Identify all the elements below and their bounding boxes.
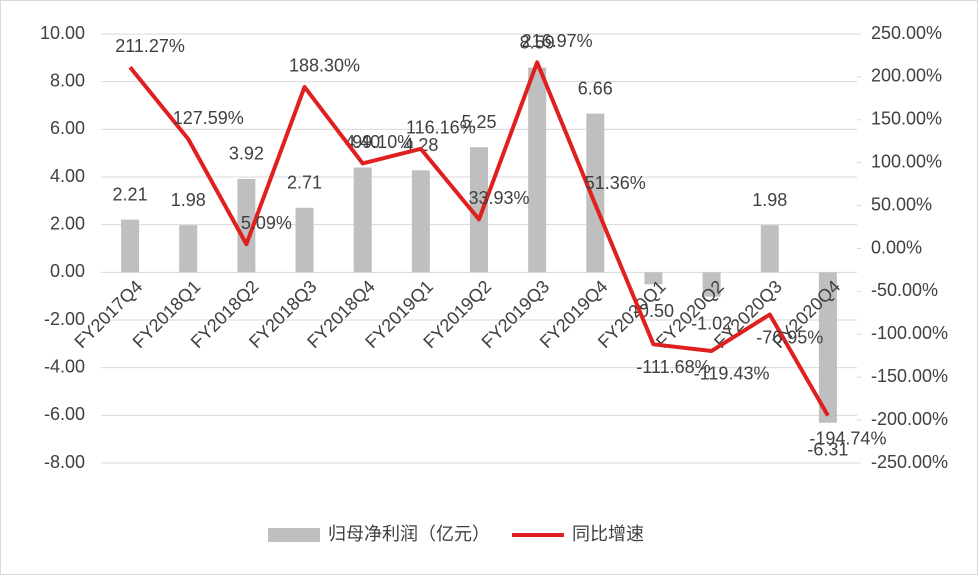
y2-tick-label: 150.00% xyxy=(871,109,942,129)
line-value-label: 33.93% xyxy=(468,188,529,208)
legend-label: 同比增速 xyxy=(572,524,644,544)
bar xyxy=(528,67,547,273)
line-value-label: 99.10% xyxy=(352,132,413,152)
y-tick-label: -4.00 xyxy=(44,356,85,376)
bar xyxy=(411,170,430,273)
bar-value-label: 1.98 xyxy=(171,190,206,210)
bar-value-label: 1.98 xyxy=(752,190,787,210)
bar-value-label: 4.40 xyxy=(345,132,380,152)
y2-tick-label: 50.00% xyxy=(871,194,932,214)
bar-value-label: -1.02 xyxy=(691,313,732,333)
bar xyxy=(470,147,488,273)
line-value-label: 216.97% xyxy=(522,31,593,51)
y2-tick-label: 0.00% xyxy=(871,237,922,257)
y-tick-label: -6.00 xyxy=(44,404,85,424)
bar-value-label: 8.59 xyxy=(520,32,555,52)
bar xyxy=(237,178,256,273)
bar-value-label: 2.71 xyxy=(287,172,322,192)
bar xyxy=(818,272,837,423)
bar xyxy=(295,207,314,273)
bar xyxy=(644,272,663,285)
bar xyxy=(179,225,198,273)
line-value-label: -119.43% xyxy=(694,364,770,384)
y2-tick-label: -200.00% xyxy=(871,409,948,429)
line-value-label: 116.16% xyxy=(406,118,476,138)
y2-tick-label: 250.00% xyxy=(871,23,942,43)
line-value-label: 5.09% xyxy=(241,213,292,233)
line-value-label: -194.74% xyxy=(809,428,886,448)
bar-value-label: -6.31 xyxy=(807,439,848,459)
y-tick-label: -2.00 xyxy=(44,309,85,329)
bar-value-label: 5.25 xyxy=(461,112,496,132)
bar xyxy=(121,219,140,273)
y-tick-label: 10.00 xyxy=(40,23,85,43)
line-value-label: 211.27% xyxy=(115,36,185,56)
y-tick-label: 6.00 xyxy=(50,118,85,138)
line xyxy=(128,60,830,417)
y2-tick-label: -150.00% xyxy=(871,366,948,386)
legend-label: 归母净利润（亿元） xyxy=(328,524,490,544)
legend-swatch xyxy=(268,528,320,542)
bar xyxy=(760,225,779,273)
bar-value-label: 3.92 xyxy=(229,144,264,164)
bar-value-label: 6.66 xyxy=(578,78,613,98)
y-tick-label: 4.00 xyxy=(50,166,85,186)
y-tick-label: 8.00 xyxy=(50,70,85,90)
y-tick-label: -8.00 xyxy=(44,452,85,472)
line-value-label: -76.95% xyxy=(756,327,823,347)
y-tick-label: 0.00 xyxy=(50,261,85,281)
bar-value-label: 2.21 xyxy=(113,184,148,204)
line-value-label: -111.68% xyxy=(636,357,710,377)
y2-tick-label: -100.00% xyxy=(871,323,948,343)
y2-tick-label: -250.00% xyxy=(871,452,948,472)
bar xyxy=(353,167,372,273)
line-value-label: 188.30% xyxy=(289,56,360,76)
bar xyxy=(586,113,605,273)
line-value-label: 127.59% xyxy=(173,108,244,128)
bar xyxy=(702,272,721,297)
line-value-label: 51.36% xyxy=(585,173,646,193)
y2-tick-label: -50.00% xyxy=(871,280,938,300)
y2-tick-label: 100.00% xyxy=(871,151,942,171)
y2-tick-label: 200.00% xyxy=(871,66,942,86)
y-tick-label: 2.00 xyxy=(50,213,85,233)
